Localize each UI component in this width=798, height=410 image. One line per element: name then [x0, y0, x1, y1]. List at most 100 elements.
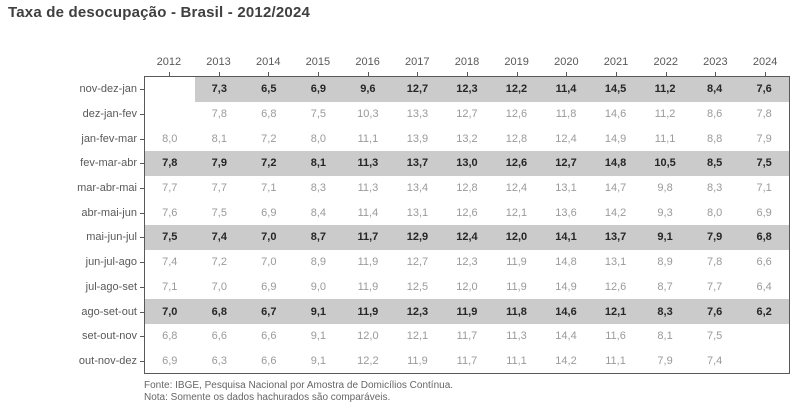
table-cell: 6,4 [756, 280, 772, 293]
table-cell: 13,1 [555, 182, 577, 195]
row-label: jul-ago-set [0, 275, 144, 300]
table-cell: 7,6 [739, 77, 789, 102]
table-cell: 8,9 [310, 256, 326, 269]
data-frame: 7,3 6,5 6,9 9,6 12,7 12,3 12,2 11,4 14,5 11,2 8,4 7… [144, 76, 790, 375]
table-cell: 6,6 [261, 330, 277, 343]
table-cell: 12,0 [491, 225, 542, 250]
row-label: nov-dez-jan [0, 77, 144, 102]
column-header-year: 2012 [144, 56, 194, 76]
table-cell: 14,8 [555, 256, 577, 269]
table-cell: 7,7 [211, 182, 227, 195]
table-cell: 12,3 [456, 256, 478, 269]
axis-tick [140, 188, 144, 190]
table-cell: 7,4 [162, 256, 178, 269]
column-header-year: 2024 [740, 56, 790, 76]
table-cell: 8,9 [657, 256, 673, 269]
axis-tick [140, 262, 144, 264]
table-cell: 11,7 [456, 330, 478, 343]
source-note: Fonte: IBGE, Pesquisa Nacional por Amost… [144, 380, 454, 391]
table-cell [739, 324, 789, 349]
table-cell: 6,5 [244, 77, 294, 102]
quarter-label: fev-mar-abr [80, 157, 137, 170]
table-cell: 6,6 [211, 330, 227, 343]
table-cell: 9,1 [310, 354, 326, 367]
year-label: 2022 [653, 56, 678, 68]
table-cell: 7,5 [706, 330, 723, 343]
column-header-year: 2021 [591, 56, 641, 76]
column-header-year: 2016 [343, 56, 393, 76]
table-cell: 12,0 [357, 330, 379, 343]
table-cell: 6,8 [261, 108, 277, 121]
table-cell: 8,8 [706, 132, 723, 145]
table-cell: 6,6 [756, 256, 772, 269]
table-cell: 8,6 [706, 108, 723, 121]
table-cell: 11,9 [357, 280, 379, 293]
column-header-year: 2020 [542, 56, 592, 76]
table-cell: 8,4 [310, 206, 326, 219]
table-grid: nov-dez-jan dez-jan-fev jan-fev-mar fev-mar… [0, 56, 790, 375]
table-cell: 11,9 [506, 280, 527, 293]
row-label: ago-set-out [0, 299, 144, 324]
table-row: 7,0 6,8 6,7 9,1 11,9 12,3 11,9 11,8 14,6 12,1 8,3 7… [145, 299, 789, 324]
year-label: 2021 [603, 56, 629, 68]
table-cell: 7,9 [756, 132, 772, 145]
table-cell: 14,9 [555, 280, 577, 293]
table-cell: 12,1 [406, 330, 429, 343]
table-cell: 8,7 [657, 280, 673, 293]
table-cell: 6,7 [244, 299, 294, 324]
table-cell: 9,1 [640, 225, 690, 250]
table-cell: 11,3 [357, 182, 379, 195]
table-cell: 12,6 [491, 151, 542, 176]
table-cell: 14,9 [604, 132, 627, 145]
axis-tick [140, 138, 144, 140]
quarter-label: jun-jul-ago [85, 256, 137, 269]
table-cell: 6,8 [162, 330, 178, 343]
table-cell: 12,4 [555, 132, 577, 145]
table-cell: 8,3 [706, 182, 723, 195]
table-cell: 9,0 [310, 280, 326, 293]
table-cell: 12,4 [505, 182, 528, 195]
table-cell: 6,6 [261, 354, 277, 367]
table-cell: 8,3 [310, 182, 326, 195]
table-cell: 13,9 [406, 132, 429, 145]
data-column: 2012 2013 2014 2015 2016 2017 2018 2019 2020 2021… [144, 56, 790, 375]
axis-tick [367, 72, 369, 76]
row-label: fev-mar-abr [0, 151, 144, 176]
year-label: 2024 [752, 56, 778, 68]
table-cell: 8,1 [211, 132, 227, 145]
table-cell: 13,1 [406, 206, 429, 219]
table-cell: 7,0 [145, 299, 195, 324]
axis-tick [466, 72, 468, 76]
year-label: 2012 [156, 56, 182, 68]
column-header-year: 2014 [243, 56, 293, 76]
table-cell: 9,8 [657, 182, 673, 195]
table-cell: 6,9 [293, 77, 344, 102]
table-cell: 7,9 [194, 151, 245, 176]
table-cell: 6,9 [261, 280, 277, 293]
axis-tick [140, 311, 144, 313]
axis-tick [140, 336, 144, 338]
table-cell: 11,1 [357, 132, 379, 145]
table-cell: 14,6 [604, 108, 627, 121]
table-cell: 7,6 [689, 299, 740, 324]
table-cell: 10,5 [640, 151, 690, 176]
table-cell: 7,2 [244, 151, 294, 176]
table-cell: 12,7 [406, 256, 429, 269]
quarter-label: nov-dez-jan [79, 83, 137, 96]
axis-tick [665, 72, 667, 76]
table-cell: 12,8 [456, 182, 478, 195]
table-cell: 9,1 [310, 330, 326, 343]
axis-tick [715, 72, 717, 76]
quarter-label: mai-jun-jul [86, 231, 137, 244]
table-row: 7,1 7,0 6,9 9,0 11,9 12,5 12,0 11,9 14,9 12,6 8,7 7… [145, 275, 789, 300]
table-cell: 7,6 [162, 206, 178, 219]
row-labels-column: nov-dez-jan dez-jan-fev jan-fev-mar fev-mar… [0, 56, 144, 374]
axis-tick [168, 72, 170, 76]
row-label: jun-jul-ago [0, 250, 144, 275]
table-cell: 11,3 [506, 330, 527, 343]
table-cell: 11,3 [343, 151, 393, 176]
footer-notes: Fonte: IBGE, Pesquisa Nacional por Amost… [144, 380, 453, 404]
column-headers-row: 2012 2013 2014 2015 2016 2017 2018 2019 2020 2021… [144, 56, 790, 76]
year-label: 2023 [703, 56, 728, 68]
axis-tick [140, 163, 144, 165]
